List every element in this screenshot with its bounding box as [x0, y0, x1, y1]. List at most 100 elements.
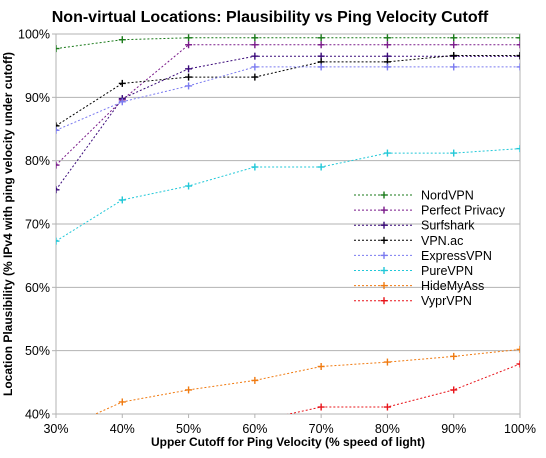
data-point-marker: [118, 79, 126, 87]
series-line: [56, 66, 520, 131]
series-line: [56, 44, 520, 166]
data-point-marker: [450, 41, 458, 49]
data-point-marker: [516, 52, 520, 60]
data-point-marker: [56, 122, 60, 130]
y-axis-ticks: 40% 50% 60% 70% 80% 90% 100%: [18, 28, 56, 422]
legend-item: VPN.ac: [354, 234, 463, 248]
data-point-marker: [185, 386, 193, 394]
data-point-marker: [450, 52, 458, 60]
series-perfect-privacy: [56, 41, 520, 169]
x-tick-label: 50%: [176, 422, 201, 436]
series-line: [56, 148, 520, 242]
y-tick-label: 80%: [25, 154, 50, 168]
data-point-marker: [185, 73, 193, 81]
data-point-marker: [383, 34, 391, 42]
data-point-marker: [516, 145, 520, 153]
legend-label: Perfect Privacy: [421, 204, 506, 218]
data-point-marker: [251, 52, 259, 60]
data-point-marker: [383, 63, 391, 71]
legend-item: PureVPN: [354, 264, 473, 278]
data-point-marker: [317, 163, 325, 171]
data-point-marker: [450, 149, 458, 157]
data-point-marker: [118, 398, 126, 406]
series-nordvpn: [56, 34, 520, 53]
data-point-marker: [119, 442, 126, 449]
data-point-marker: [251, 163, 259, 171]
x-tick-label: 100%: [504, 422, 536, 436]
data-point-marker: [450, 34, 458, 42]
x-axis-label: Upper Cutoff for Ping Velocity (% speed …: [151, 435, 425, 449]
y-axis-label: Location Plausibility (% IPv4 with ping …: [1, 52, 15, 396]
legend-label: PureVPN: [421, 264, 473, 278]
data-point-marker: [185, 182, 193, 190]
data-point-marker: [516, 63, 520, 71]
legend-item: NordVPN: [354, 189, 474, 203]
data-point-marker: [317, 363, 325, 370]
series-layer: [56, 34, 520, 449]
data-point-marker: [251, 41, 259, 49]
data-point-marker: [118, 98, 126, 106]
x-tick-label: 60%: [242, 422, 267, 436]
chart-title: Non-virtual Locations: Plausibility vs P…: [52, 9, 489, 26]
data-point-marker: [516, 345, 520, 353]
data-point-marker: [118, 196, 126, 204]
legend-item: VyprVPN: [354, 294, 472, 308]
series-line: [94, 348, 520, 414]
data-point-marker: [56, 45, 60, 53]
data-point-marker: [56, 237, 60, 245]
data-point-marker: [516, 360, 520, 368]
y-tick-label: 40%: [25, 408, 50, 422]
data-point-marker: [450, 352, 458, 360]
data-point-marker: [450, 386, 458, 394]
legend-item: Perfect Privacy: [354, 204, 506, 218]
data-point-marker: [56, 186, 60, 194]
legend-item: HideMyAss: [354, 279, 484, 293]
data-point-marker: [251, 63, 259, 71]
series-vyprvpn: [119, 360, 520, 449]
series-expressvpn: [56, 63, 520, 134]
legend-item: ExpressVPN: [354, 249, 492, 263]
data-point-marker: [317, 41, 325, 49]
data-point-marker: [251, 376, 259, 384]
data-point-marker: [185, 34, 193, 42]
series-line: [56, 55, 520, 127]
data-point-marker: [185, 65, 193, 73]
data-point-marker: [251, 73, 259, 81]
y-tick-label: 50%: [25, 344, 50, 358]
legend-label: VPN.ac: [421, 234, 463, 248]
data-point-marker: [251, 34, 259, 42]
data-point-marker: [383, 403, 391, 411]
series-line: [56, 55, 520, 191]
y-tick-label: 60%: [25, 281, 50, 295]
series-vpn-ac: [56, 52, 520, 130]
data-point-marker: [317, 34, 325, 42]
x-tick-label: 70%: [309, 422, 334, 436]
legend-label: NordVPN: [421, 189, 474, 203]
data-point-marker: [56, 161, 60, 169]
y-tick-label: 100%: [18, 28, 50, 42]
data-point-marker: [383, 149, 391, 157]
data-point-marker: [118, 36, 126, 44]
data-point-marker: [516, 34, 520, 42]
data-point-marker: [516, 41, 520, 49]
legend-label: Surfshark: [421, 219, 475, 233]
legend-item: Surfshark: [354, 219, 475, 233]
series-purevpn: [56, 145, 520, 245]
y-tick-label: 90%: [25, 91, 50, 105]
x-tick-label: 90%: [441, 422, 466, 436]
data-point-marker: [185, 82, 193, 90]
data-point-marker: [317, 403, 325, 411]
data-point-marker: [56, 126, 60, 134]
legend-label: ExpressVPN: [421, 249, 492, 263]
data-point-marker: [185, 41, 193, 49]
series-hidemyass: [94, 345, 520, 414]
x-tick-label: 40%: [110, 422, 135, 436]
data-point-marker: [383, 41, 391, 49]
legend-label: HideMyAss: [421, 279, 484, 293]
data-point-marker: [317, 63, 325, 71]
series-line: [56, 37, 520, 50]
y-tick-label: 70%: [25, 218, 50, 232]
data-point-marker: [450, 63, 458, 71]
